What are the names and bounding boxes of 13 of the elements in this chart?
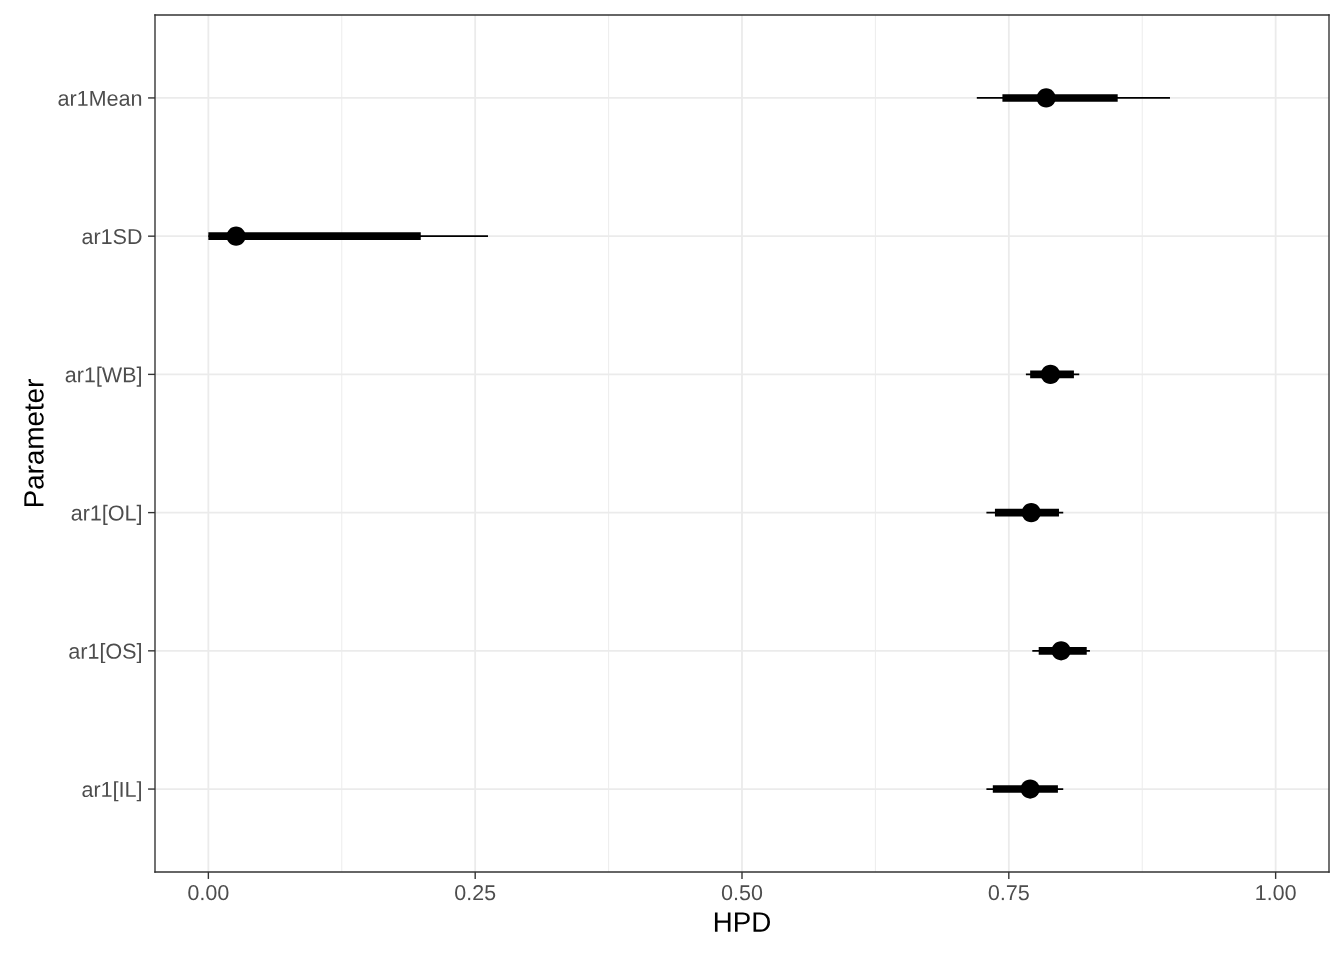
x-axis-title: HPD — [714, 912, 770, 932]
x-tick-label: 1.00 — [1256, 885, 1296, 901]
x-tick-label: 0.25 — [455, 885, 496, 901]
y-tick-label: ar1[OL] — [71, 504, 141, 525]
y-tick-label: ar1Mean — [58, 90, 142, 106]
y-tick-label: ar1[IL] — [82, 781, 141, 802]
x-tick-label: 0.00 — [188, 885, 229, 901]
y-tick-label: ar1[OS] — [69, 643, 141, 664]
y-axis-title: Parameter — [24, 379, 44, 507]
y-tick-label: ar1SD — [82, 228, 142, 245]
x-tick-label: 0.75 — [988, 885, 1029, 901]
x-tick-label: 0.50 — [721, 885, 763, 901]
y-tick-label: ar1[WB] — [65, 366, 141, 387]
